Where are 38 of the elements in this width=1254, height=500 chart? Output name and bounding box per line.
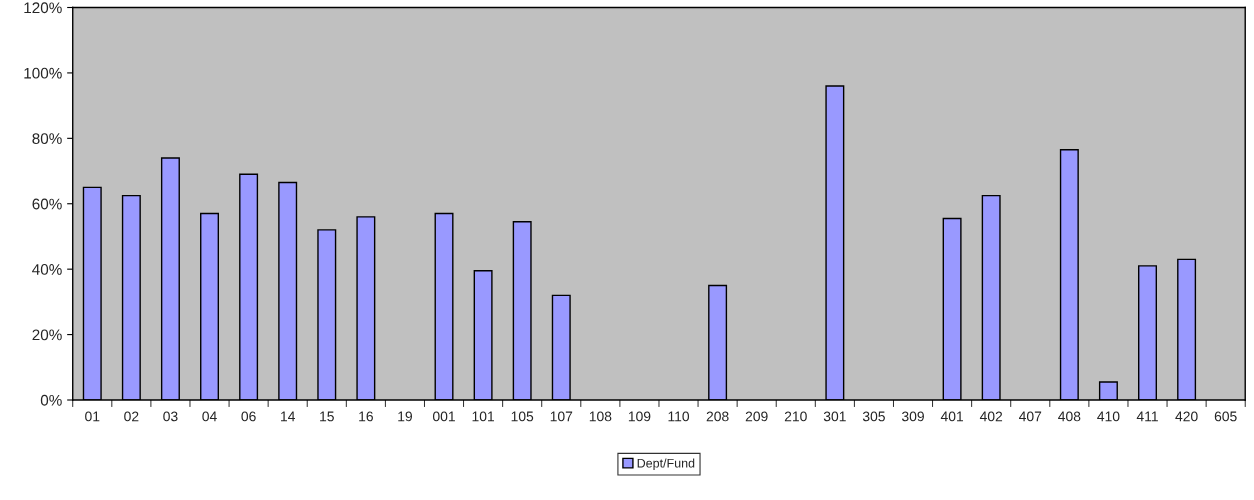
x-tick-label: 210 bbox=[784, 411, 807, 422]
x-tick-label: 04 bbox=[202, 411, 217, 422]
legend-label: Dept/Fund bbox=[637, 458, 695, 471]
x-tick-label: 411 bbox=[1136, 411, 1158, 422]
y-tick-label: 40% bbox=[32, 264, 62, 275]
x-tick-label: 110 bbox=[668, 411, 690, 422]
x-tick-label: 03 bbox=[163, 411, 178, 422]
x-tick-label: 301 bbox=[823, 411, 846, 422]
x-tick-label: 209 bbox=[745, 411, 768, 422]
x-tick-label: 14 bbox=[281, 411, 296, 422]
x-tick-label: 208 bbox=[706, 411, 729, 422]
x-tick-label: 101 bbox=[472, 411, 495, 422]
x-tick-label: 410 bbox=[1097, 411, 1120, 422]
x-tick-label: 401 bbox=[940, 411, 964, 422]
x-tick-label: 108 bbox=[589, 411, 612, 422]
x-tick-label: 01 bbox=[85, 411, 100, 422]
x-tick-label: 420 bbox=[1175, 411, 1198, 422]
y-tick-label: 120% bbox=[24, 2, 62, 14]
x-tick-label: 402 bbox=[979, 411, 1003, 422]
x-tick-label: 305 bbox=[862, 411, 885, 422]
x-tick-label: 109 bbox=[628, 411, 651, 422]
y-tick-label: 60% bbox=[32, 198, 62, 210]
x-tick-label: 02 bbox=[124, 411, 139, 422]
x-tick-label: 408 bbox=[1058, 411, 1081, 422]
x-tick-label: 407 bbox=[1019, 411, 1042, 422]
x-tick-label: 105 bbox=[511, 411, 534, 422]
y-tick-label: 80% bbox=[32, 133, 62, 145]
x-tick-label: 001 bbox=[432, 411, 455, 422]
x-tick-label: 15 bbox=[320, 411, 334, 422]
y-tick-label: 100% bbox=[24, 67, 62, 79]
x-tick-label: 19 bbox=[398, 411, 412, 422]
x-tick-label: 605 bbox=[1214, 411, 1237, 422]
y-tick-label: 20% bbox=[32, 329, 62, 341]
y-tick-label: 0% bbox=[40, 394, 62, 406]
x-tick-label: 107 bbox=[550, 411, 573, 422]
x-tick-label: 16 bbox=[359, 411, 373, 422]
x-tick-label: 06 bbox=[241, 411, 256, 422]
x-tick-label: 309 bbox=[901, 411, 924, 422]
